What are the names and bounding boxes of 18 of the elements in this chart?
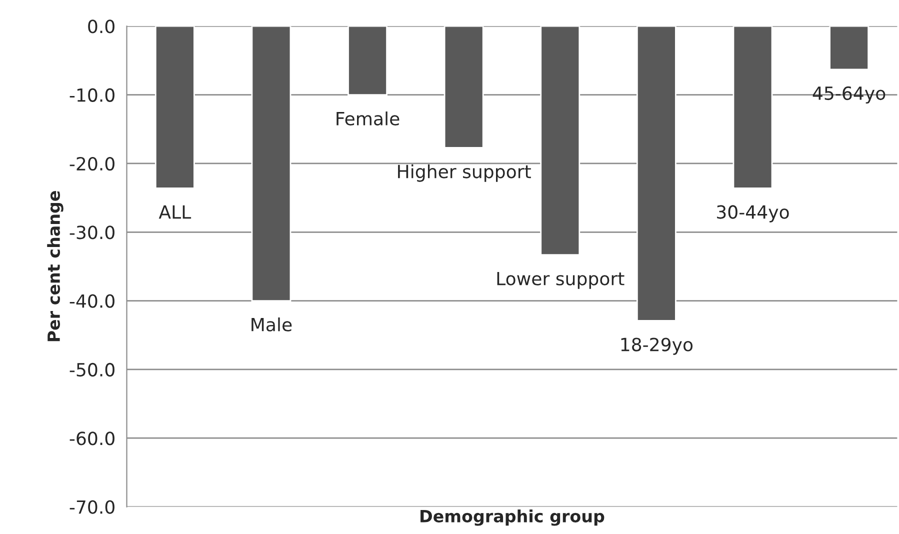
x-tick-label: Higher support <box>398 164 531 182</box>
x-tick-label: ALL <box>158 205 192 219</box>
x-tick-label: Male <box>252 317 292 332</box>
y-tick-label: -60.0 <box>70 432 114 446</box>
y-axis-title: Per cent change <box>47 191 64 342</box>
x-tick-label: Female <box>336 111 400 126</box>
x-tick-label: Lower support <box>497 272 624 289</box>
y-tick-label: -10.0 <box>70 88 114 102</box>
y-tick-label: 0.0 <box>88 20 114 34</box>
y-tick-label: -40.0 <box>70 294 114 308</box>
y-tick-label: -30.0 <box>70 226 114 240</box>
y-tick-label: -50.0 <box>70 362 114 377</box>
x-tick-label: 18-29yo <box>621 338 693 355</box>
y-tick-label: -20.0 <box>70 156 114 171</box>
x-axis-title: Demographic group <box>420 510 604 526</box>
x-tick-label: 30-44yo <box>717 205 789 222</box>
y-tick-label: -70.0 <box>70 500 114 514</box>
x-tick-label: 45-64yo <box>812 86 886 104</box>
